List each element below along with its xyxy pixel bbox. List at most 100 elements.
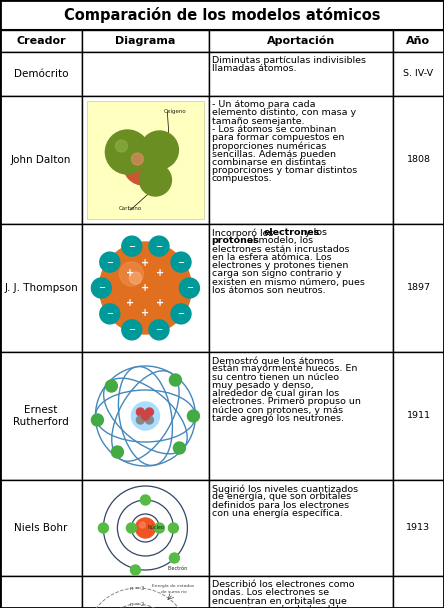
Circle shape xyxy=(100,304,120,324)
Bar xyxy=(0,576,82,608)
Text: elemento distinto, con masa y: elemento distinto, con masa y xyxy=(212,108,356,117)
Text: su centro tienen un núcleo: su centro tienen un núcleo xyxy=(212,373,339,381)
Text: electrones y protones tienen: electrones y protones tienen xyxy=(212,261,348,270)
Text: están mayormente huecos. En: están mayormente huecos. En xyxy=(212,364,357,373)
Text: +: + xyxy=(141,283,150,293)
Circle shape xyxy=(155,523,164,533)
Circle shape xyxy=(140,131,178,169)
Circle shape xyxy=(149,320,169,340)
Circle shape xyxy=(111,446,123,458)
Text: los átomos son neutros.: los átomos son neutros. xyxy=(212,286,325,295)
Text: Diagrama: Diagrama xyxy=(115,36,175,46)
Text: Aportación: Aportación xyxy=(267,36,335,46)
Circle shape xyxy=(100,252,120,272)
Text: tamaño semejante.: tamaño semejante. xyxy=(212,117,304,125)
Bar xyxy=(82,480,209,576)
Circle shape xyxy=(136,416,144,424)
Bar xyxy=(393,352,444,480)
Bar xyxy=(0,480,82,576)
Circle shape xyxy=(123,145,163,185)
Text: −: − xyxy=(106,309,113,319)
Text: −: − xyxy=(128,241,135,250)
Text: en la esfera atómica. Los: en la esfera atómica. Los xyxy=(212,253,331,262)
Bar xyxy=(393,224,444,352)
Circle shape xyxy=(170,553,179,563)
Bar xyxy=(393,52,444,96)
Text: Año: Año xyxy=(406,36,431,46)
Text: 1897: 1897 xyxy=(406,283,431,292)
Bar xyxy=(0,96,82,224)
Circle shape xyxy=(91,278,111,298)
Circle shape xyxy=(131,565,140,575)
Circle shape xyxy=(136,408,144,416)
Text: +: + xyxy=(127,268,135,278)
Bar xyxy=(0,352,82,480)
Circle shape xyxy=(146,408,154,416)
Circle shape xyxy=(174,442,186,454)
Text: −: − xyxy=(178,258,185,267)
Text: electrones. Primero propuso un: electrones. Primero propuso un xyxy=(212,397,361,406)
Text: electrones están incrustados: electrones están incrustados xyxy=(212,244,349,254)
Circle shape xyxy=(99,523,108,533)
Bar xyxy=(209,480,393,576)
Text: Describió los electrones como: Describió los electrones como xyxy=(212,580,354,589)
Circle shape xyxy=(131,402,159,430)
Text: compuestos.: compuestos. xyxy=(212,174,272,184)
Text: Carbono: Carbono xyxy=(119,206,142,211)
Text: electrones: electrones xyxy=(264,228,320,237)
Text: muy pesado y denso,: muy pesado y denso, xyxy=(212,381,313,390)
Text: −: − xyxy=(186,283,193,292)
Circle shape xyxy=(168,523,178,533)
Text: núcleo con protones, y más: núcleo con protones, y más xyxy=(212,406,343,415)
Text: Sugirió los niveles cuantizados: Sugirió los niveles cuantizados xyxy=(212,484,358,494)
Circle shape xyxy=(149,236,169,256)
Circle shape xyxy=(99,242,191,334)
Circle shape xyxy=(171,304,191,324)
Text: Ernest
Rutherford: Ernest Rutherford xyxy=(13,405,69,427)
Bar xyxy=(209,30,393,52)
Text: de suma rio: de suma rio xyxy=(161,590,186,594)
Circle shape xyxy=(135,518,155,538)
Text: +: + xyxy=(156,298,164,308)
Bar xyxy=(0,0,444,30)
Circle shape xyxy=(129,272,141,284)
Text: Oxígeno: Oxígeno xyxy=(163,108,186,114)
Bar xyxy=(87,101,204,219)
Bar xyxy=(0,224,82,352)
Text: Demócrito: Demócrito xyxy=(14,69,68,79)
Circle shape xyxy=(170,374,182,386)
Text: −: − xyxy=(178,309,185,319)
Circle shape xyxy=(122,320,142,340)
Text: Niels Bohr: Niels Bohr xyxy=(14,523,68,533)
Text: Incorporó los: Incorporó los xyxy=(212,228,276,238)
Text: n = 2: n = 2 xyxy=(130,602,145,607)
Circle shape xyxy=(146,416,154,424)
Text: existen en mismo número, pues: existen en mismo número, pues xyxy=(212,277,365,286)
Text: ondas. Los electrones se: ondas. Los electrones se xyxy=(212,589,329,597)
Text: n = 3: n = 3 xyxy=(130,586,145,591)
Circle shape xyxy=(139,164,171,196)
Text: tarde agregó los neutrones.: tarde agregó los neutrones. xyxy=(212,414,344,423)
Bar xyxy=(393,480,444,576)
Circle shape xyxy=(122,236,142,256)
Bar xyxy=(82,352,209,480)
Bar xyxy=(393,576,444,608)
Bar xyxy=(209,576,393,608)
Text: llamadas átomos.: llamadas átomos. xyxy=(212,64,296,73)
Bar xyxy=(209,52,393,96)
Bar xyxy=(0,52,82,96)
Text: +: + xyxy=(156,268,164,278)
Text: 1808: 1808 xyxy=(406,156,431,165)
Bar xyxy=(209,224,393,352)
Text: protones: protones xyxy=(212,237,260,245)
Text: encuentran en orbitales que: encuentran en orbitales que xyxy=(212,596,347,606)
Bar xyxy=(209,352,393,480)
Text: Núcleo: Núcleo xyxy=(147,525,164,530)
Text: John Dalton: John Dalton xyxy=(11,155,71,165)
Text: combinarse en distintas: combinarse en distintas xyxy=(212,158,326,167)
Text: Electrón: Electrón xyxy=(167,566,188,571)
Bar xyxy=(393,30,444,52)
Bar xyxy=(209,96,393,224)
Text: +: + xyxy=(141,308,150,318)
Circle shape xyxy=(115,140,127,152)
